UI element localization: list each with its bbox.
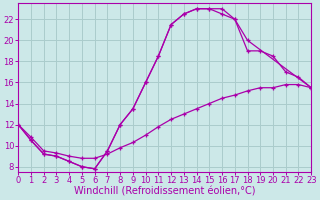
X-axis label: Windchill (Refroidissement éolien,°C): Windchill (Refroidissement éolien,°C) — [74, 187, 255, 197]
